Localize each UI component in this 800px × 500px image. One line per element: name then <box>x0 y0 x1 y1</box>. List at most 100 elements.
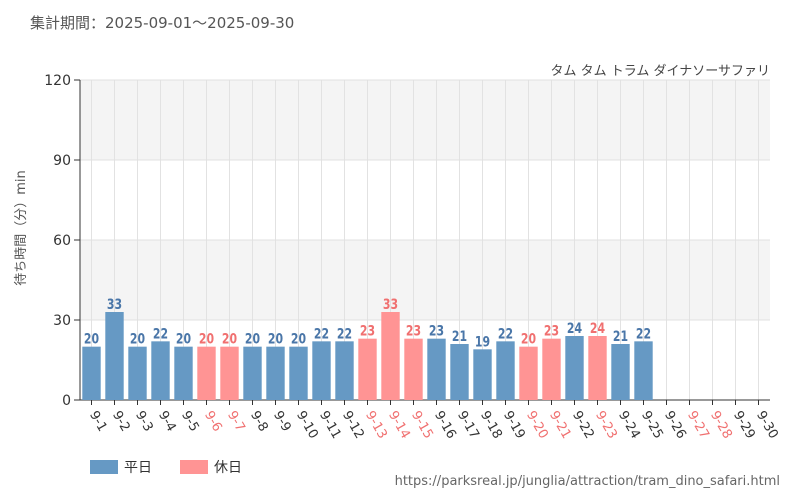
bar <box>128 346 147 400</box>
bar-value-label: 20 <box>268 330 283 347</box>
bar <box>105 312 124 400</box>
bar <box>151 341 170 400</box>
bar <box>220 346 239 400</box>
x-tick-label: 9-25 <box>638 409 666 442</box>
x-tick-label: 9-3 <box>132 409 156 435</box>
bar-value-label: 24 <box>567 320 582 337</box>
x-tick-label: 9-30 <box>753 409 781 442</box>
bar <box>519 346 538 400</box>
x-tick-label: 9-6 <box>201 409 225 435</box>
bar <box>450 344 469 400</box>
bar <box>266 346 285 400</box>
legend-item-weekday: 平日 <box>90 457 152 477</box>
bar <box>496 341 515 400</box>
bar-value-label: 20 <box>291 330 306 347</box>
bar <box>82 346 101 400</box>
bar <box>565 336 584 400</box>
bar-value-label: 22 <box>314 325 329 342</box>
plot-band <box>80 80 770 160</box>
bar <box>312 341 331 400</box>
bar-value-label: 33 <box>107 296 122 313</box>
x-tick-label: 9-13 <box>362 409 390 442</box>
x-tick-label: 9-14 <box>385 409 413 442</box>
bar <box>289 346 308 400</box>
bar-value-label: 21 <box>452 328 467 345</box>
bar <box>611 344 630 400</box>
bar-value-label: 33 <box>383 296 398 313</box>
x-tick-label: 9-28 <box>707 409 735 442</box>
bar <box>174 346 193 400</box>
bar-value-label: 21 <box>613 328 628 345</box>
bar <box>381 312 400 400</box>
y-tick-label: 0 <box>62 393 71 409</box>
x-tick-label: 9-10 <box>293 409 321 442</box>
attraction-name: タム タム トラム ダイナソーサファリ <box>550 64 771 79</box>
x-tick-label: 9-24 <box>615 409 643 442</box>
bar-value-label: 20 <box>222 330 237 347</box>
legend: 平日 休日 <box>90 457 262 477</box>
bar-value-label: 20 <box>245 330 260 347</box>
bar-value-label: 20 <box>199 330 214 347</box>
bar-value-label: 23 <box>544 322 559 339</box>
x-tick-label: 9-2 <box>109 409 133 435</box>
bar-value-label: 24 <box>590 320 605 337</box>
x-tick-label: 9-23 <box>592 409 620 442</box>
bar-value-label: 20 <box>176 330 191 347</box>
x-tick-label: 9-4 <box>155 409 179 435</box>
y-tick-label: 30 <box>53 313 71 329</box>
bar-value-label: 20 <box>521 330 536 347</box>
x-tick-label: 9-11 <box>316 409 344 442</box>
bar-value-label: 23 <box>360 322 375 339</box>
bar <box>473 349 492 400</box>
bar-value-label: 23 <box>429 322 444 339</box>
x-tick-label: 9-9 <box>270 409 294 435</box>
y-tick-label: 90 <box>53 153 71 169</box>
y-tick-label: 120 <box>44 73 71 89</box>
bar-value-label: 19 <box>475 333 490 350</box>
legend-label-weekday: 平日 <box>124 460 152 476</box>
bar <box>427 338 446 400</box>
period-label: 集計期間：2025-09-01～2025-09-30 <box>30 14 295 32</box>
bar-value-label: 23 <box>406 322 421 339</box>
x-tick-label: 9-16 <box>431 409 459 442</box>
x-tick-label: 9-5 <box>178 409 202 435</box>
bar <box>634 341 653 400</box>
bar-value-label: 22 <box>337 325 352 342</box>
x-tick-label: 9-15 <box>408 409 436 442</box>
x-tick-label: 9-12 <box>339 409 367 442</box>
x-tick-label: 9-7 <box>224 409 248 435</box>
x-tick-label: 9-22 <box>569 409 597 442</box>
bar-value-label: 22 <box>498 325 513 342</box>
bar-value-label: 22 <box>153 325 168 342</box>
bar <box>197 346 216 400</box>
x-tick-label: 9-8 <box>247 409 271 435</box>
x-tick-label: 9-27 <box>684 409 712 442</box>
bar-value-label: 20 <box>84 330 99 347</box>
bar-value-label: 20 <box>130 330 145 347</box>
plot-band <box>80 320 770 400</box>
x-tick-label: 9-26 <box>661 409 689 442</box>
x-tick-label: 9-17 <box>454 409 482 442</box>
bar <box>588 336 607 400</box>
bar <box>243 346 262 400</box>
x-tick-label: 9-1 <box>86 409 110 435</box>
x-tick-label: 9-18 <box>477 409 505 442</box>
bar <box>542 338 561 400</box>
plot-band <box>80 240 770 320</box>
bar-value-label: 22 <box>636 325 651 342</box>
y-tick-label: 60 <box>53 233 71 249</box>
source-url[interactable]: https://parksreal.jp/junglia/attraction/… <box>394 474 780 489</box>
x-tick-label: 9-21 <box>546 409 574 442</box>
bar <box>404 338 423 400</box>
plot-band <box>80 160 770 240</box>
bar <box>358 338 377 400</box>
x-tick-label: 9-20 <box>523 409 551 442</box>
legend-item-holiday: 休日 <box>180 457 242 477</box>
x-tick-label: 9-19 <box>500 409 528 442</box>
legend-label-holiday: 休日 <box>214 460 242 476</box>
x-tick-label: 9-29 <box>730 409 758 442</box>
legend-swatch-weekday <box>90 460 118 474</box>
legend-swatch-holiday <box>180 460 208 474</box>
bar <box>335 341 354 400</box>
